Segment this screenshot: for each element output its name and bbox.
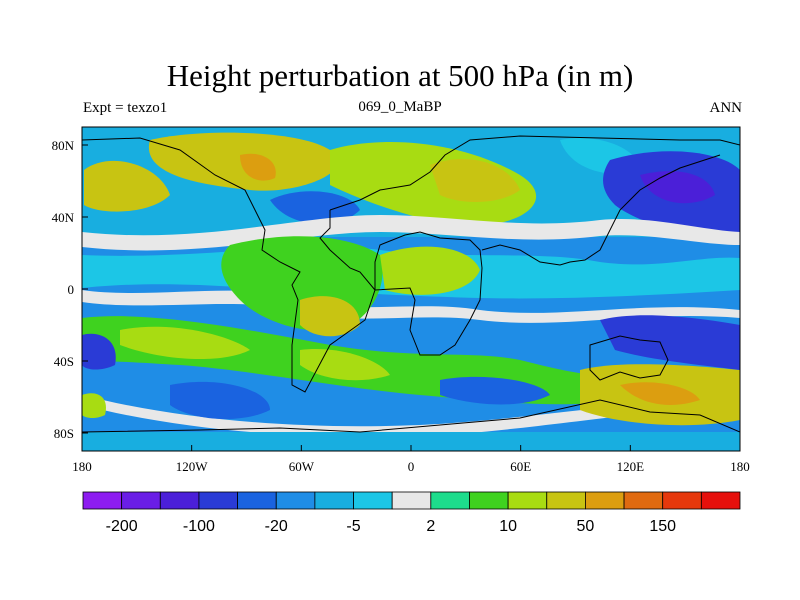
colorbar-label: -20 [265, 518, 288, 535]
colorbar-swatch [198, 491, 238, 510]
field-patch [620, 382, 700, 405]
coastline-asia-south [481, 154, 721, 266]
coastline-australia [589, 335, 669, 381]
field-patch [84, 160, 170, 212]
field-patch [600, 315, 740, 370]
field-patch [380, 246, 480, 295]
colorbar-swatch [159, 491, 200, 510]
colorbar-label: 150 [649, 518, 676, 535]
y-tick-label: 80N [52, 138, 75, 153]
subtitle-right: ANN [709, 100, 743, 116]
colorbar-label: 50 [577, 518, 595, 535]
field-patch [82, 393, 106, 419]
subtitle-left: Expt = texzo1 [83, 100, 168, 116]
coastlines [82, 135, 740, 433]
coastline-eurasia-north [329, 135, 740, 211]
field-patch [82, 333, 116, 370]
colorbar: -200 -100 -20 -5 2 10 50 150 [82, 491, 741, 535]
field-patch [430, 159, 520, 202]
colorbar-swatch [275, 491, 316, 510]
colorbar-label: 2 [426, 518, 435, 535]
colorbar-label: 10 [499, 518, 517, 535]
field-patch [300, 296, 360, 337]
colorbar-swatch [430, 491, 470, 510]
field-patch [300, 349, 390, 381]
y-tick-label: 80S [54, 426, 74, 441]
colorbar-swatch [314, 491, 354, 510]
x-tick-label: 120W [176, 459, 209, 474]
x-tick-label: 0 [408, 459, 415, 474]
colorbar-swatch [623, 491, 664, 510]
colorbar-swatch [353, 491, 393, 510]
colorbar-swatch [121, 491, 161, 510]
field-patch [240, 153, 276, 181]
y-tick-label: 0 [68, 282, 75, 297]
colorbar-swatch [546, 491, 586, 510]
map-field [82, 127, 740, 451]
coastline-africa [374, 231, 483, 356]
axis-ticks: 180 120W 60W 0 60E 120E 180 80N 40N 0 40S 80S [52, 138, 750, 474]
subtitle-center: 069_0_MaBP [358, 99, 442, 115]
field-patch [270, 191, 360, 224]
x-tick-label: 120E [617, 459, 645, 474]
colorbar-swatch [700, 491, 741, 510]
x-tick-label: 60E [510, 459, 531, 474]
field-contour-band [82, 395, 740, 437]
colorbar-swatch [585, 491, 625, 510]
field-patch [82, 432, 740, 451]
field-patch [170, 381, 270, 420]
x-tick-label: 60W [289, 459, 315, 474]
coastline-antarctica [82, 399, 740, 433]
colorbar-swatch [237, 491, 277, 510]
x-tick-label: 180 [730, 459, 750, 474]
colorbar-swatch [82, 491, 123, 510]
colorbar-label: -100 [183, 518, 215, 535]
coastline-americas [82, 137, 376, 393]
chart-title: Height perturbation at 500 hPa (in m) [166, 58, 634, 93]
colorbar-swatch [507, 491, 548, 510]
field-patch [440, 376, 550, 405]
colorbar-swatch [662, 491, 702, 510]
colorbar-swatch [469, 491, 509, 510]
y-tick-label: 40N [52, 210, 75, 225]
colorbar-label: -5 [346, 518, 360, 535]
x-tick-label: 180 [72, 459, 92, 474]
colorbar-swatch [391, 491, 432, 510]
field-patch [120, 326, 250, 360]
y-tick-label: 40S [54, 354, 74, 369]
colorbar-label: -200 [106, 518, 138, 535]
